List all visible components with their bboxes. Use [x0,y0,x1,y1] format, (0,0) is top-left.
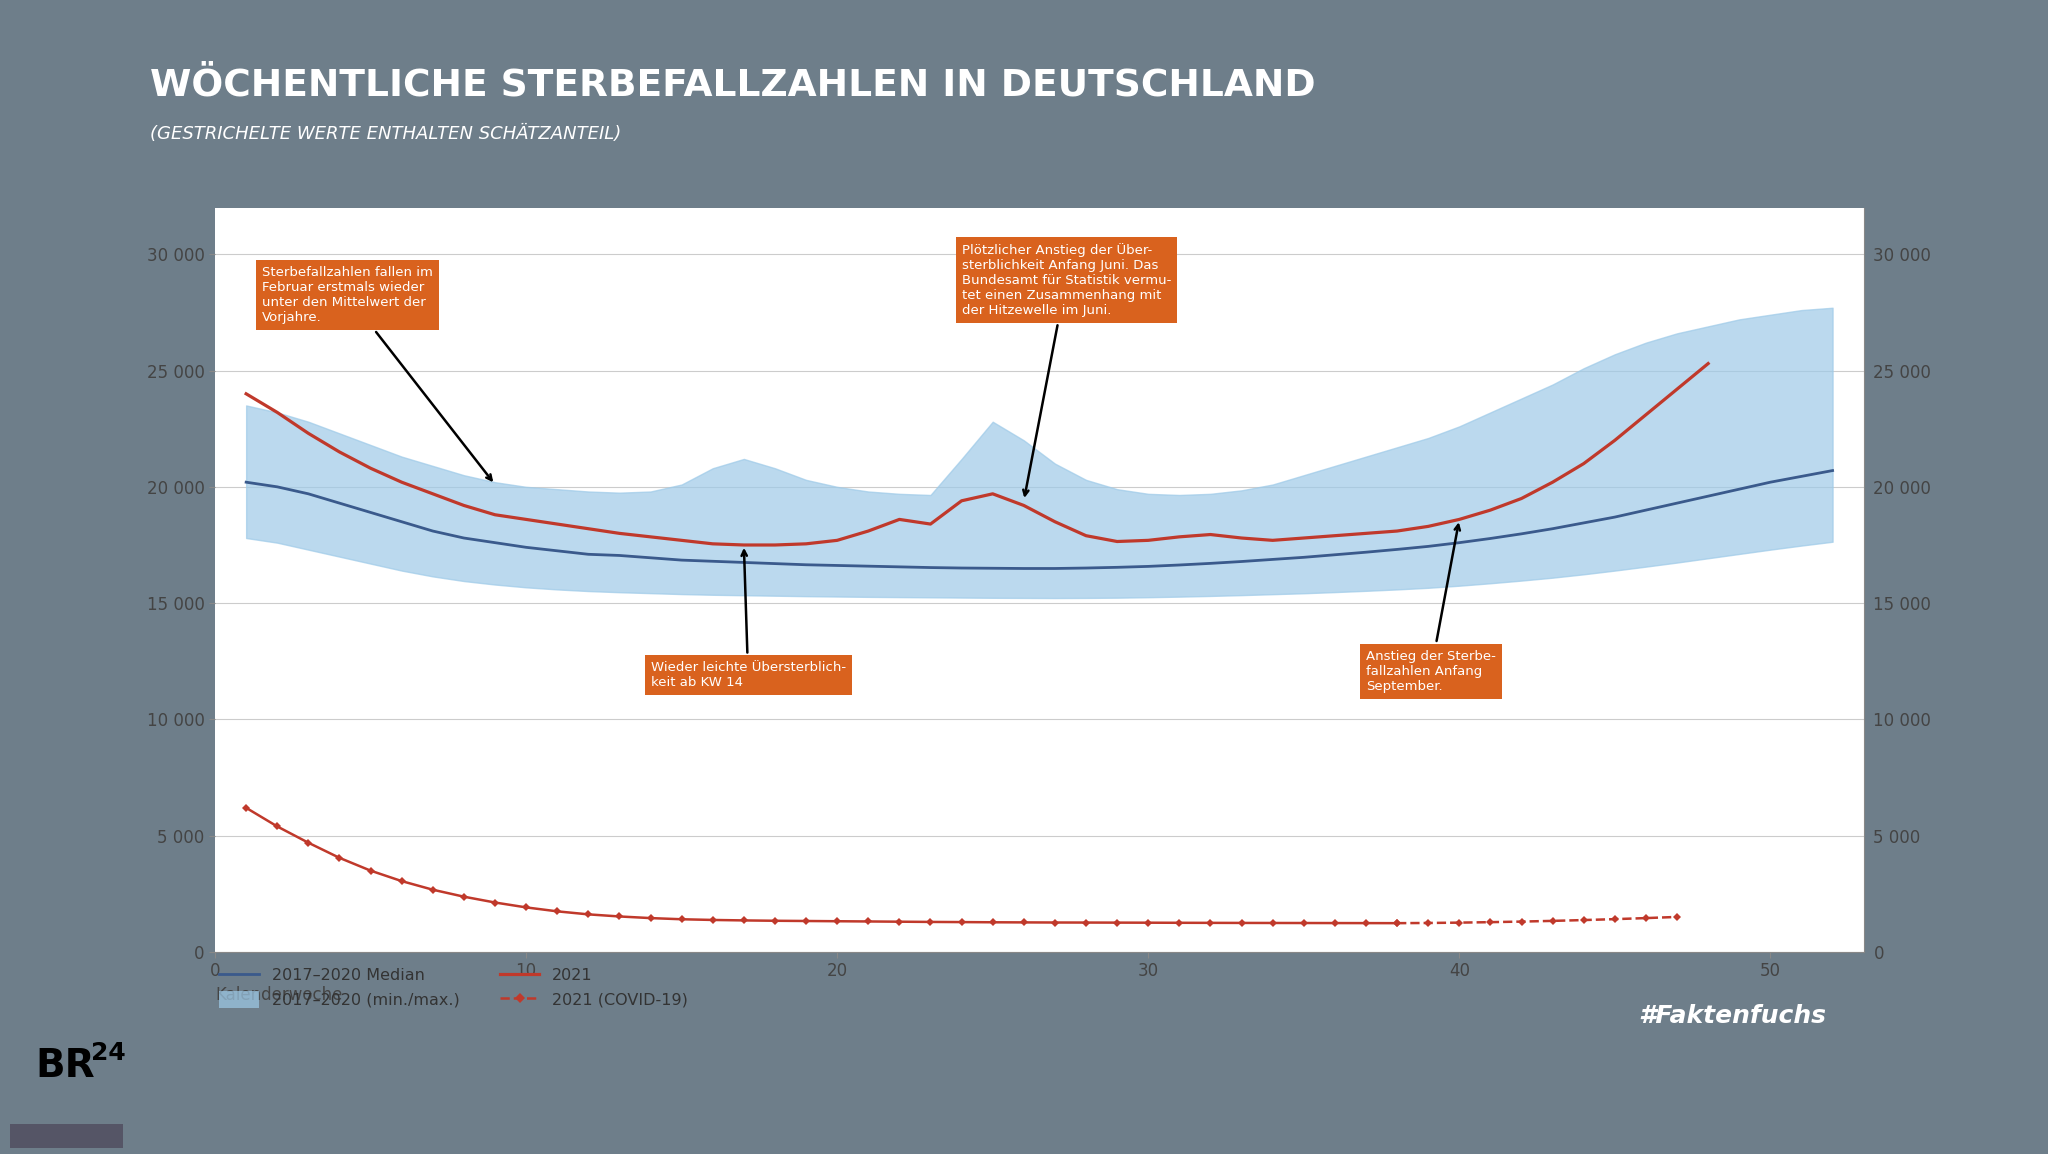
Text: Sterbefallzahlen fallen im
Februar erstmals wieder
unter den Mittelwert der
Vorj: Sterbefallzahlen fallen im Februar erstm… [262,265,492,480]
Text: (GESTRICHELTE WERTE ENTHALTEN SCHÄTZANTEIL): (GESTRICHELTE WERTE ENTHALTEN SCHÄTZANTE… [150,125,621,143]
Text: Plötzlicher Anstieg der Über-
sterblichkeit Anfang Juni. Das
Bundesamt für Stati: Plötzlicher Anstieg der Über- sterblichk… [963,242,1171,495]
Text: WÖCHENTLICHE STERBEFALLZAHLEN IN DEUTSCHLAND: WÖCHENTLICHE STERBEFALLZAHLEN IN DEUTSCH… [150,68,1315,104]
Text: BR: BR [35,1047,94,1085]
Text: Anstieg der Sterbe-
fallzahlen Anfang
September.: Anstieg der Sterbe- fallzahlen Anfang Se… [1366,525,1495,692]
X-axis label: Kalenderwoche: Kalenderwoche [215,986,342,1004]
Text: #Faktenfuchs: #Faktenfuchs [1638,1004,1827,1027]
Text: 24: 24 [92,1041,127,1065]
Text: Wieder leichte Übersterblich-
keit ab KW 14: Wieder leichte Übersterblich- keit ab KW… [651,550,846,689]
Bar [10,1124,123,1148]
Legend: 2017–2020 Median, 2017–2020 (min./max.), 2021, 2021 (COVID-19): 2017–2020 Median, 2017–2020 (min./max.),… [213,960,694,1014]
